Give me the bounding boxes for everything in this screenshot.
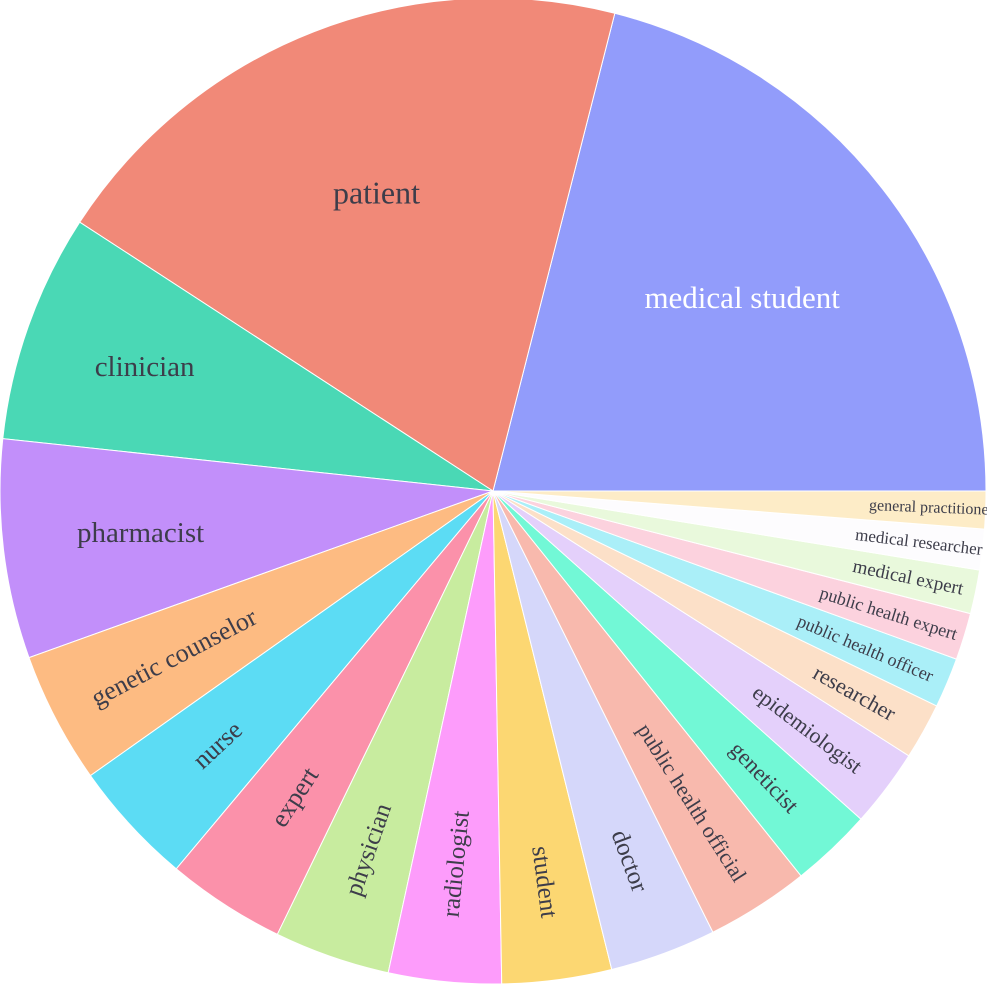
pie-label-patient: patient (333, 174, 420, 210)
pie-slice-pharmacist (0, 438, 494, 659)
pie-label-medical-student: medical student (644, 280, 840, 315)
pie-slice-patient (79, 0, 616, 492)
pie-slice-clinician (2, 221, 494, 492)
pie-label-general-practitioner: general practitioner (869, 497, 987, 519)
pie-label-pharmacist: pharmacist (77, 517, 204, 549)
pie-label-clinician: clinician (95, 351, 195, 383)
pie-slice-general-practitioner (492, 490, 987, 530)
pie-slice-medical-student (492, 12, 987, 492)
